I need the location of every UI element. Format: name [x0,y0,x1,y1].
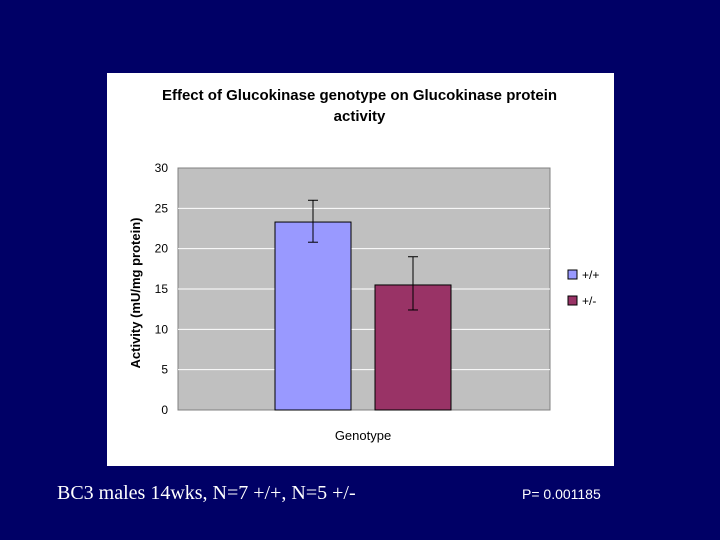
legend-label: +/+ [582,268,599,282]
y-tick-label: 30 [155,161,169,175]
legend-label: +/- [582,294,596,308]
y-tick-labels: 0 5 10 15 20 25 30 [155,161,169,417]
y-tick-label: 5 [161,363,168,377]
legend-swatch [567,295,578,306]
x-axis-label: Genotype [335,428,391,443]
error-bars [308,199,418,311]
legend: +/+ +/- [567,268,599,308]
chart-svg: 0 5 10 15 20 25 30 +/+ +/- Genotype Activity (m… [128,161,599,443]
y-tick-label: 25 [155,201,169,215]
y-tick-label: 20 [155,242,169,256]
chart-panel: Effect of Glucokinase genotype on Glucok… [107,73,614,466]
slide-caption: BC3 males 14wks, N=7 +/+, N=5 +/- [57,482,356,504]
chart-title: Effect of Glucokinase genotype on Glucok… [161,87,558,125]
y-tick-label: 0 [161,403,168,417]
p-value-text: P= 0.001185 [522,486,601,502]
bar-1 [274,221,352,411]
gridlines [178,207,550,371]
y-tick-label: 15 [155,282,169,296]
y-axis-label: Activity (mU/mg protein) [128,218,143,369]
y-tick-label: 10 [155,322,169,336]
legend-swatch [567,269,578,280]
